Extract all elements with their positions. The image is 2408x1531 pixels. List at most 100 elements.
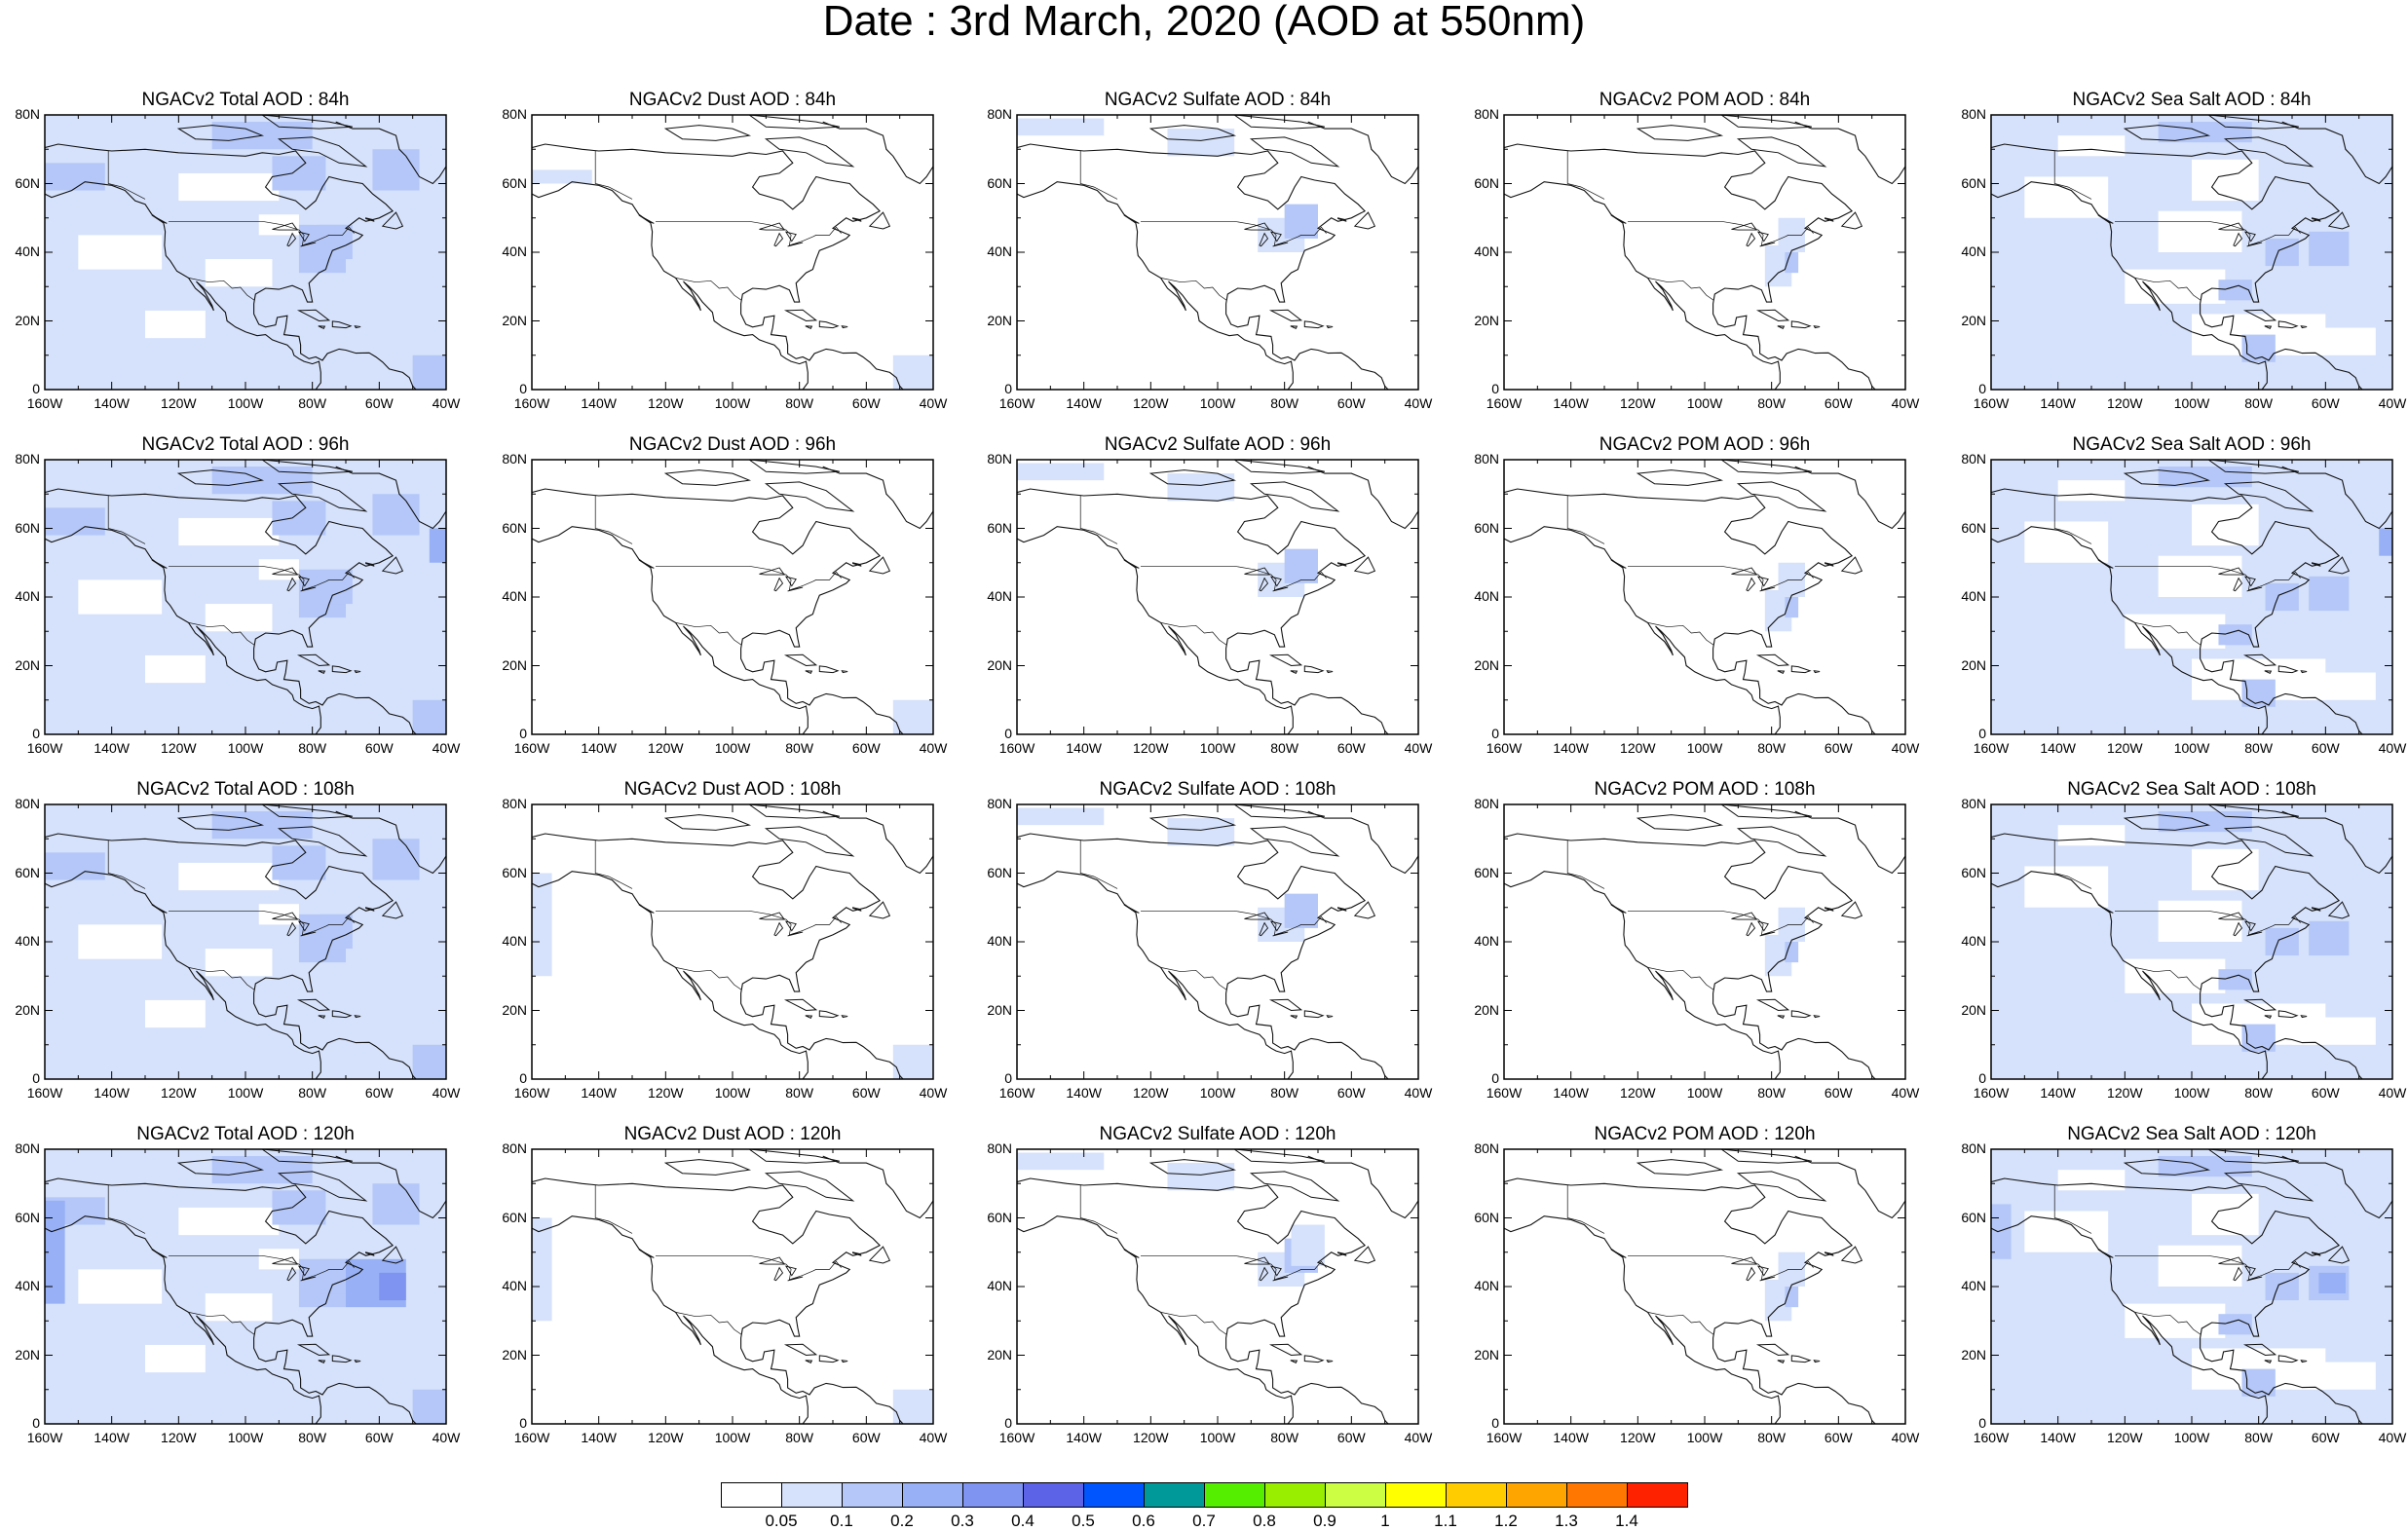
aod-shading [2125, 1303, 2226, 1338]
lat-label: 0 [1004, 1415, 1012, 1431]
lon-label: 120W [1133, 1430, 1169, 1445]
coastline [2207, 804, 2300, 819]
aod-shading [2158, 210, 2242, 252]
coastline [822, 1155, 933, 1219]
lon-label: 120W [648, 395, 684, 411]
aod-map [531, 803, 934, 1080]
lat-label: 0 [519, 381, 527, 396]
coastline [1636, 814, 1724, 831]
aod-shading [2158, 1156, 2252, 1177]
lat-label: 0 [1491, 1070, 1499, 1086]
lon-label: 100W [227, 395, 264, 411]
colorbar-label: 0.8 [1253, 1512, 1276, 1530]
lon-label: 100W [227, 1085, 264, 1101]
coastline [1017, 143, 1389, 390]
aod-map [1503, 803, 1906, 1080]
lon-label: 60W [851, 1085, 881, 1101]
lon-label: 120W [2107, 1430, 2143, 1445]
lon-label: 120W [2107, 740, 2143, 756]
coastline [1825, 1251, 1834, 1256]
coastline [1244, 567, 1271, 576]
coastline [2281, 121, 2392, 185]
coastline [1647, 622, 1714, 646]
coastline [1123, 214, 1140, 224]
coastline [1991, 1177, 2363, 1424]
lat-label: 0 [1491, 381, 1499, 396]
coastline [188, 622, 255, 646]
lat-label: 60N [1961, 1209, 1986, 1225]
map-title: NGACv2 Sulfate AOD : 96h [1104, 434, 1332, 455]
lon-label: 120W [161, 740, 197, 756]
coastline [1017, 871, 1294, 1079]
coastline [331, 320, 353, 329]
lat-label: 0 [1978, 726, 1986, 741]
colorbar-label: 1 [1380, 1512, 1390, 1530]
lon-label: 140W [581, 395, 617, 411]
colorbar-swatch [962, 1482, 1024, 1508]
lon-label: 40W [432, 1085, 461, 1101]
map-title: NGACv2 Sulfate AOD : 108h [1099, 779, 1336, 800]
aod-shading [412, 355, 446, 390]
lat-label: 20N [502, 312, 527, 328]
lat-label: 60N [987, 1209, 1012, 1225]
aod-map [531, 1148, 934, 1425]
coastline [1840, 556, 1863, 575]
lat-label: 80N [502, 451, 527, 467]
coastline [822, 121, 933, 185]
aod-shading [1284, 548, 1318, 583]
coastline [868, 211, 891, 230]
lon-label: 40W [2378, 395, 2407, 411]
coastline [1777, 325, 1786, 329]
lon-label: 100W [714, 395, 751, 411]
coastline [1269, 1265, 1282, 1277]
coastline [1148, 814, 1237, 831]
lon-label: 80W [1270, 1085, 1299, 1101]
coastline [822, 466, 933, 530]
lon-label: 160W [998, 740, 1035, 756]
coastline [759, 222, 786, 231]
map-title: NGACv2 Sea Salt AOD : 108h [2067, 779, 2316, 800]
aod-shading [2024, 176, 2109, 218]
lat-label: 0 [32, 726, 40, 741]
coastline [2300, 325, 2308, 329]
lat-label: 20N [1474, 1346, 1499, 1363]
lat-label: 40N [1961, 588, 1986, 604]
coastline [1566, 1185, 1605, 1234]
coastline [2097, 904, 2114, 914]
lon-label: 120W [161, 1430, 197, 1445]
coastline [2223, 136, 2314, 168]
coastline [1272, 586, 1289, 592]
coastline [2218, 912, 2245, 920]
lat-label: 80N [15, 106, 40, 122]
aod-shading [272, 1190, 326, 1225]
aod-shading [45, 1200, 65, 1304]
lat-label: 40N [15, 1278, 40, 1293]
coastline [1991, 871, 2268, 1079]
coastline [2223, 1171, 2314, 1202]
coastline [365, 217, 375, 222]
lon-label: 140W [1066, 1085, 1102, 1101]
aod-map [1503, 114, 1906, 391]
lat-label: 20N [15, 1346, 40, 1363]
coastline [296, 1343, 331, 1357]
coastline [1746, 577, 1756, 592]
coastline [841, 325, 848, 329]
colorbar-swatch [1385, 1482, 1447, 1508]
lat-label: 80N [1961, 796, 1986, 811]
lon-label: 60W [364, 1085, 394, 1101]
coastline [2264, 670, 2273, 674]
lon-label: 60W [2311, 740, 2340, 756]
lat-label: 40N [1961, 933, 1986, 949]
coastline [1244, 912, 1271, 920]
coastline [107, 840, 146, 889]
coastline [335, 466, 446, 530]
lat-label: 20N [502, 1001, 527, 1018]
coastline [1303, 1010, 1325, 1019]
coastline [1079, 151, 1118, 200]
lat-label: 40N [987, 588, 1012, 604]
coastline [1141, 565, 1327, 591]
aod-shading [145, 999, 206, 1028]
coastline [381, 1246, 404, 1264]
aod-shading [258, 559, 299, 580]
aod-shading [319, 569, 353, 605]
